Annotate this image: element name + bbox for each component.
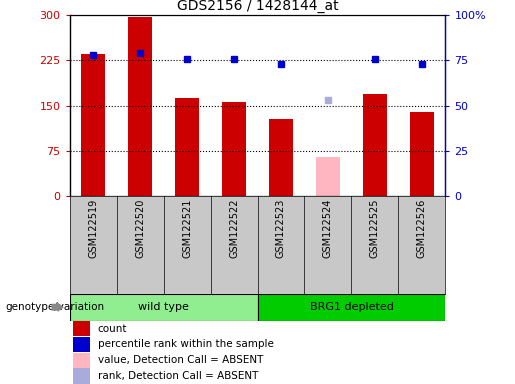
Text: wild type: wild type: [138, 302, 189, 312]
Bar: [73, 337, 90, 352]
Title: GDS2156 / 1428144_at: GDS2156 / 1428144_at: [177, 0, 338, 13]
Text: percentile rank within the sample: percentile rank within the sample: [98, 339, 273, 349]
Bar: [222, 102, 246, 196]
Text: GSM122525: GSM122525: [370, 199, 380, 258]
Text: GSM122521: GSM122521: [182, 199, 192, 258]
Text: GSM122522: GSM122522: [229, 199, 239, 258]
Bar: [70, 294, 258, 321]
Text: rank, Detection Call = ABSENT: rank, Detection Call = ABSENT: [98, 371, 258, 381]
Bar: [175, 98, 199, 196]
Bar: [363, 94, 387, 196]
Text: GSM122519: GSM122519: [88, 199, 98, 258]
Text: GSM122524: GSM122524: [323, 199, 333, 258]
Bar: [73, 369, 90, 384]
Text: GSM122520: GSM122520: [135, 199, 145, 258]
Bar: [258, 294, 445, 321]
Text: GSM122526: GSM122526: [417, 199, 427, 258]
Text: value, Detection Call = ABSENT: value, Detection Call = ABSENT: [98, 355, 263, 365]
Bar: [269, 119, 293, 196]
Text: count: count: [98, 324, 127, 334]
Bar: [73, 321, 90, 336]
Text: GSM122523: GSM122523: [276, 199, 286, 258]
Text: genotype/variation: genotype/variation: [5, 302, 104, 312]
Text: BRG1 depleted: BRG1 depleted: [310, 302, 393, 312]
Bar: [410, 112, 434, 196]
Bar: [316, 157, 340, 196]
Bar: [73, 353, 90, 368]
Bar: [128, 17, 152, 196]
Bar: [81, 55, 105, 196]
